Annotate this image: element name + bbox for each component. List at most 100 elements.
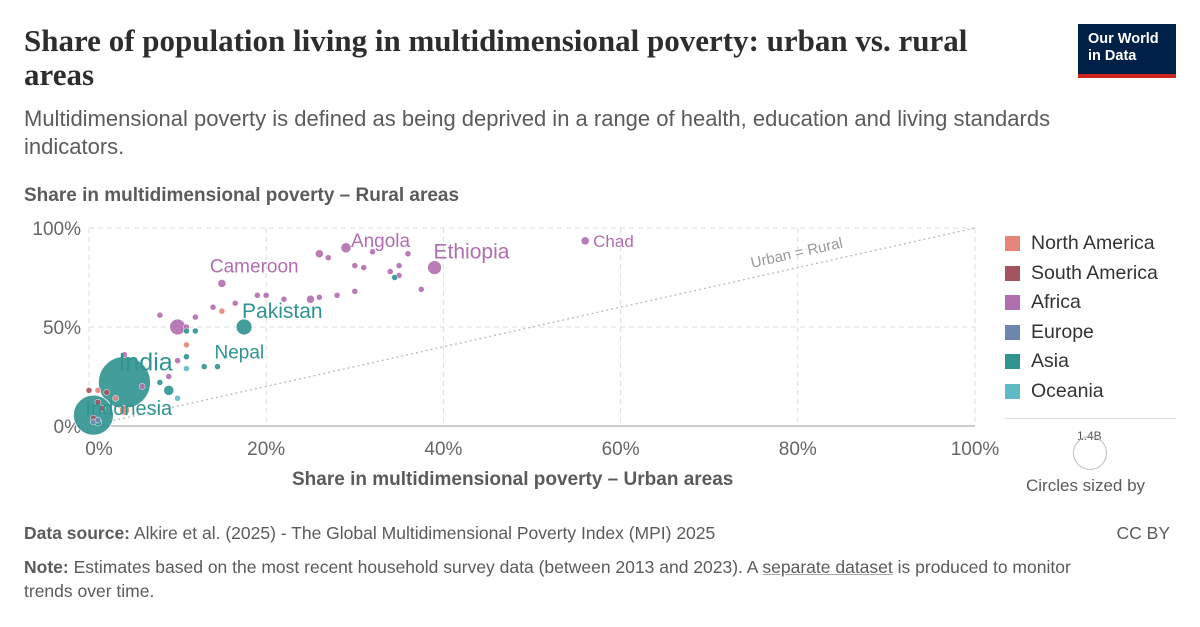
- data-point: [262, 292, 270, 299]
- logo-line-2: in Data: [1088, 48, 1137, 64]
- point-label: Angola: [351, 231, 411, 252]
- x-tick-label: 60%: [602, 439, 640, 460]
- data-point: [231, 299, 239, 307]
- legend-item[interactable]: Africa: [1005, 288, 1158, 318]
- data-point: [333, 292, 341, 299]
- chart-subtitle: Multidimensional poverty is defined as b…: [24, 106, 1051, 159]
- point-label: Ethiopia: [434, 241, 510, 264]
- legend-swatch: [1005, 236, 1020, 252]
- source-label: Data source:: [24, 523, 131, 543]
- data-point: [360, 264, 367, 271]
- x-axis-label: Share in multidimensional poverty – Urba…: [292, 469, 734, 490]
- data-point: [192, 313, 199, 321]
- data-point: [183, 327, 190, 335]
- data-point: [183, 341, 190, 349]
- legend-label: South America: [1031, 261, 1158, 284]
- point-label: Nepal: [214, 343, 264, 364]
- legend-swatch: [1005, 354, 1020, 370]
- point-label: Chad: [593, 232, 634, 251]
- point-label: India: [118, 348, 172, 376]
- data-point: [183, 353, 190, 360]
- data-point: [119, 404, 130, 416]
- legend-item[interactable]: South America: [1005, 259, 1158, 289]
- note-text-before: Estimates based on the most recent house…: [73, 557, 758, 577]
- legend-item[interactable]: North America: [1005, 229, 1158, 259]
- point-label: Pakistan: [242, 300, 323, 323]
- data-point: [280, 296, 288, 303]
- data-point: [427, 260, 442, 276]
- data-point: [138, 383, 146, 390]
- legend-label: Oceania: [1031, 379, 1104, 402]
- legend-item[interactable]: Europe: [1005, 318, 1158, 348]
- legend-label: Europe: [1031, 320, 1094, 343]
- data-point: [395, 262, 403, 269]
- data-point: [174, 395, 181, 402]
- data-point: [169, 318, 187, 336]
- data-point: [163, 385, 174, 396]
- data-point: [214, 363, 221, 370]
- data-point: [315, 249, 324, 258]
- data-point: [192, 327, 199, 335]
- y-axis-label: Share in multidimensional poverty – Rura…: [24, 185, 460, 206]
- license[interactable]: CC BY: [1116, 523, 1170, 543]
- data-point: [165, 373, 172, 380]
- data-point: [94, 416, 102, 424]
- legend-item[interactable]: Oceania: [1005, 377, 1158, 407]
- point-labels: Chad Angola Ethiopia Cameroon Pakistan Nepal I…: [85, 231, 633, 420]
- legend-label: Asia: [1031, 350, 1069, 373]
- data-point: [94, 387, 102, 394]
- note-label: Note:: [24, 557, 69, 577]
- data-point: [217, 279, 227, 288]
- x-tick-label: 80%: [779, 439, 817, 460]
- x-tick-label: 20%: [247, 439, 285, 460]
- legend-item[interactable]: Asia: [1005, 347, 1158, 377]
- region-legend: North America South America Africa Europe As…: [1005, 229, 1158, 406]
- chart-title: Share of population living in multidimen…: [24, 23, 968, 92]
- data-point: [386, 268, 394, 275]
- data-point: [369, 248, 376, 256]
- note-text-after: is produced to monitor trends over time.: [24, 557, 1071, 601]
- data-point: [94, 398, 102, 406]
- data-point: [351, 288, 359, 295]
- data-point: [209, 303, 217, 311]
- data-point: [174, 357, 181, 364]
- data-point: [85, 387, 93, 394]
- y-tick-label: 100%: [32, 219, 81, 240]
- data-point: [112, 395, 119, 402]
- data-point: [316, 294, 323, 301]
- owid-logo[interactable]: Our World in Data: [1078, 24, 1176, 78]
- x-tick-label: 100%: [951, 439, 1000, 460]
- legend-swatch: [1005, 383, 1020, 399]
- legend-label: Africa: [1031, 291, 1081, 314]
- legend-swatch: [1005, 295, 1020, 311]
- data-point: [200, 363, 208, 370]
- data-point: [156, 311, 164, 319]
- data-point: [404, 250, 412, 257]
- data-point: [121, 351, 128, 358]
- data-point: [218, 307, 226, 315]
- data-point: [324, 254, 332, 261]
- legend-divider: [1005, 418, 1176, 419]
- grid-lines: [88, 227, 976, 427]
- data-point: [183, 365, 190, 372]
- separate-dataset-link[interactable]: separate dataset: [762, 557, 893, 577]
- x-tick-label: 40%: [424, 439, 462, 460]
- legend-swatch: [1005, 324, 1020, 340]
- y-tick-label: 50%: [43, 318, 81, 339]
- urban-equals-rural-line: [88, 227, 976, 427]
- data-points: [73, 236, 590, 436]
- y-tick-label: 0%: [54, 417, 82, 438]
- x-tick-label: 0%: [85, 439, 113, 460]
- source-text[interactable]: Alkire et al. (2025) - The Global Multid…: [133, 523, 716, 543]
- logo-line-1: Our World: [1088, 31, 1159, 47]
- size-legend-circle: [1073, 436, 1107, 470]
- point-label: Indonesia: [85, 398, 173, 420]
- legend-swatch: [1005, 265, 1020, 281]
- data-point: [99, 404, 106, 412]
- data-point: [418, 286, 425, 293]
- data-point: [580, 236, 590, 246]
- data-point: [235, 318, 253, 336]
- data-point: [391, 274, 398, 281]
- note: Note: Estimates based on the most recent…: [24, 555, 1124, 603]
